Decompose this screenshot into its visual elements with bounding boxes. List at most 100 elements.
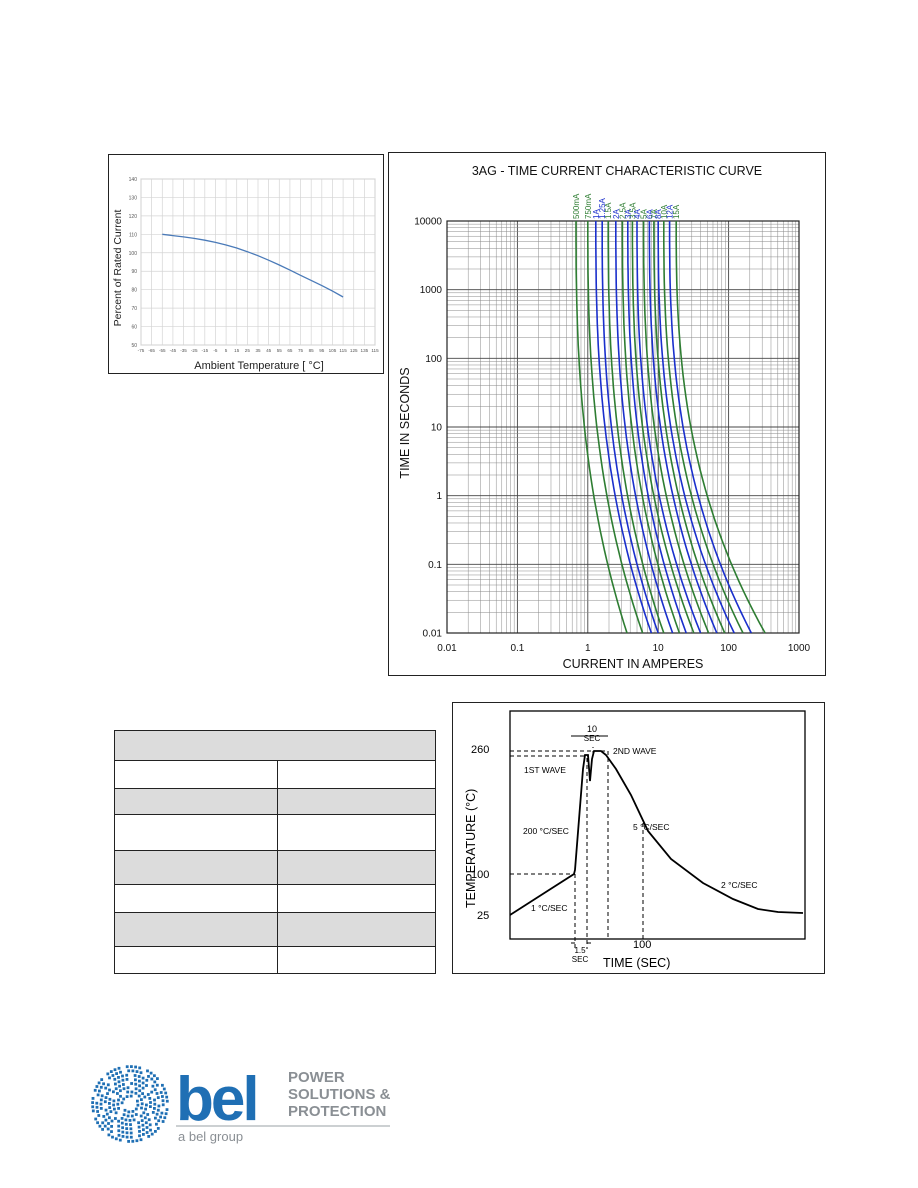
logo-dot: [145, 1084, 148, 1087]
logo-dot: [125, 1095, 129, 1098]
table-cell: [114, 912, 278, 947]
derating-x-tick: 115: [371, 348, 379, 353]
table-cell: [114, 814, 278, 851]
logo-dot: [155, 1122, 158, 1126]
logo-dot: [136, 1099, 139, 1103]
logo-dot: [157, 1119, 161, 1123]
logo-dot: [112, 1099, 116, 1103]
logo-dot: [117, 1119, 120, 1123]
logo-dot: [156, 1127, 160, 1130]
derating-x-tick: 75: [298, 348, 304, 353]
logo-dot: [106, 1072, 110, 1076]
tagline-power: POWER: [288, 1069, 345, 1086]
derating-x-tick: 45: [266, 348, 272, 353]
tcc-series-label: 2.5A: [618, 202, 627, 219]
logo-dot: [153, 1074, 156, 1078]
logo-dot: [96, 1110, 99, 1113]
logo-dot: [125, 1135, 129, 1139]
derating-x-tick: 5: [225, 348, 228, 353]
logo-group-text: a bel group: [178, 1129, 243, 1144]
tcc-curve-15a: [675, 221, 766, 634]
tcc-curve-2-5a: [621, 221, 681, 634]
solder-guides: [510, 747, 644, 949]
logo-dot: [122, 1083, 125, 1086]
logo-dot: [141, 1123, 145, 1127]
logo-dot: [110, 1125, 113, 1128]
tcc-x-tick: 10: [653, 643, 665, 654]
logo-dot: [91, 1105, 95, 1109]
logo-dot: [110, 1130, 113, 1133]
logo-dot: [104, 1118, 108, 1122]
logo-dot: [148, 1123, 152, 1127]
logo-dot: [103, 1100, 107, 1104]
logo-dot: [109, 1070, 113, 1073]
tcc-series-label: 6A: [645, 209, 654, 219]
logo-dot: [116, 1102, 120, 1106]
logo-dot: [141, 1092, 144, 1095]
logo-dot: [140, 1102, 144, 1106]
derating-y-label: Percent of Rated Current: [112, 210, 124, 327]
derating-x-tick: -15: [201, 348, 208, 353]
logo-dot: [114, 1087, 118, 1091]
logo-dot: [144, 1107, 147, 1111]
logo-dot: [137, 1121, 140, 1125]
logo-dot: [103, 1124, 107, 1128]
derating-y-tick: 90: [131, 269, 137, 275]
derating-chart: -75 -65 -55 -45 -35 -25 -15 -5 5 15 25 35 45 55 65 75 85…: [112, 177, 379, 372]
derating-x-tick: 55: [277, 348, 283, 353]
logo-dot: [124, 1122, 128, 1126]
logo-dot: [157, 1104, 161, 1108]
logo-dot: [130, 1065, 133, 1068]
logo-dot: [117, 1129, 121, 1133]
logo-dot: [154, 1130, 157, 1133]
logo-dot: [106, 1127, 110, 1131]
logo-dot: [125, 1131, 129, 1135]
logo-dot: [119, 1094, 122, 1098]
table-cell: [277, 912, 436, 947]
logo-dot: [143, 1095, 147, 1099]
bel-logo: bel POWER SOLUTIONS & PROTECTION a bel g…: [90, 1062, 410, 1148]
rate-5-label: 5 °C/SEC: [633, 822, 669, 832]
logo-dot: [99, 1098, 103, 1102]
logo-dot: [130, 1082, 133, 1085]
logo-dot: [133, 1074, 137, 1077]
tcc-curve-1-25a: [601, 221, 659, 634]
table-row: [114, 884, 436, 913]
tcc-x-tick: 1000: [788, 643, 811, 654]
logo-dot: [125, 1073, 129, 1077]
derating-x-tick: 105: [329, 348, 337, 353]
logo-dot: [134, 1082, 138, 1086]
logo-dot: [121, 1074, 124, 1078]
table-cell: [277, 814, 436, 851]
bel-wordmark: bel: [176, 1065, 257, 1134]
derating-x-tick: 95: [319, 348, 325, 353]
tcc-series-label: 1.5A: [604, 202, 613, 219]
logo-dot: [135, 1070, 139, 1073]
logo-dot: [153, 1102, 157, 1106]
logo-dot: [144, 1121, 148, 1125]
logo-dot: [134, 1107, 138, 1111]
tcc-y-label: TIME IN SECONDS: [398, 367, 412, 478]
logo-dot: [117, 1124, 121, 1128]
logo-dot: [161, 1103, 165, 1107]
tcc-series-label: 15A: [672, 204, 681, 219]
logo-dot: [120, 1101, 124, 1105]
logo-dot: [142, 1133, 145, 1136]
derating-y-tick: 100: [129, 251, 138, 257]
logo-dot: [126, 1086, 130, 1090]
logo-dot: [161, 1095, 164, 1098]
derating-x-tick: 35: [255, 348, 261, 353]
logo-dot: [118, 1138, 122, 1142]
logo-dot: [112, 1090, 115, 1094]
derating-x-tick: 125: [350, 348, 358, 353]
logo-dot: [114, 1082, 117, 1086]
logo-dot: [156, 1077, 159, 1080]
derating-x-label: Ambient Temperature [ °C]: [194, 360, 324, 372]
logo-dot: [113, 1107, 116, 1111]
derating-x-tick: 135: [361, 348, 369, 353]
y-tick-25: 25: [477, 910, 489, 922]
logo-dot: [108, 1106, 112, 1109]
table-cell: [114, 884, 278, 913]
table-cell: [114, 760, 278, 789]
logo-dot: [147, 1118, 151, 1122]
